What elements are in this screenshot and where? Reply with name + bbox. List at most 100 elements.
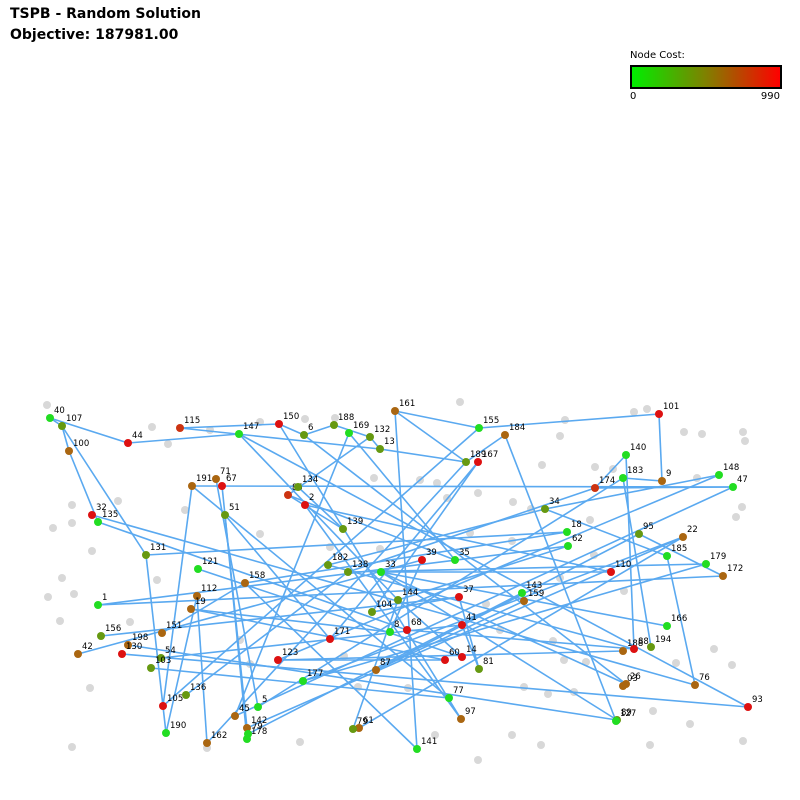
tour-node xyxy=(386,628,394,636)
tour-edge xyxy=(238,433,399,601)
tour-edge xyxy=(380,571,618,721)
tour-edges xyxy=(49,410,749,750)
node-label: 161 xyxy=(399,399,415,409)
tour-node xyxy=(65,447,73,455)
tour-edge xyxy=(257,477,624,708)
unvisited-node xyxy=(728,661,736,669)
tour-edge xyxy=(371,461,479,613)
node-label: 93 xyxy=(752,695,763,705)
tour-edge xyxy=(327,564,635,650)
node-label: 150 xyxy=(283,412,299,422)
tour-node xyxy=(243,735,251,743)
node-label: 179 xyxy=(710,552,726,562)
tour-edge xyxy=(161,582,246,634)
node-label: 162 xyxy=(211,731,227,741)
node-label: 112 xyxy=(201,584,217,594)
tour-edge xyxy=(206,461,467,744)
node-label: 166 xyxy=(671,614,687,624)
tour-edge xyxy=(234,432,350,717)
unvisited-node xyxy=(686,720,694,728)
tour-node xyxy=(284,491,292,499)
unvisited-node xyxy=(643,405,651,413)
node-label: 18 xyxy=(571,520,582,530)
tour-edge xyxy=(622,477,663,482)
unvisited-node xyxy=(509,498,517,506)
node-label: 171 xyxy=(334,627,350,637)
tour-edge xyxy=(478,413,660,429)
unvisited-node xyxy=(741,437,749,445)
tour-node xyxy=(182,691,190,699)
tour-node xyxy=(74,650,82,658)
tour-edge xyxy=(196,595,208,744)
node-label: 138 xyxy=(352,560,368,570)
tour-edge xyxy=(68,450,99,523)
node-label: 191 xyxy=(196,474,212,484)
tour-node xyxy=(663,552,671,560)
tour-edge xyxy=(247,592,523,735)
tour-node xyxy=(345,429,353,437)
unvisited-node xyxy=(646,741,654,749)
tour-node xyxy=(622,451,630,459)
node-label: 39 xyxy=(426,548,437,558)
unvisited-node xyxy=(561,416,569,424)
tour-node xyxy=(457,715,465,723)
tour-node xyxy=(254,703,262,711)
node-label: 167 xyxy=(482,450,498,460)
node-label: 172 xyxy=(727,564,743,574)
tour-node xyxy=(339,525,347,533)
tour-node xyxy=(243,724,251,732)
tour-edge xyxy=(406,629,635,650)
tour-node xyxy=(647,643,655,651)
unvisited-node xyxy=(44,593,52,601)
tour-node xyxy=(413,745,421,753)
tour-node xyxy=(212,475,220,483)
tour-node xyxy=(193,592,201,600)
chart-title: TSPB - Random Solution xyxy=(10,6,201,22)
node-label: 105 xyxy=(167,694,183,704)
tour-node xyxy=(94,601,102,609)
tour-node xyxy=(231,712,239,720)
node-label: 198 xyxy=(132,633,148,643)
unvisited-node xyxy=(738,503,746,511)
node-label: 03 xyxy=(627,674,638,684)
tour-node xyxy=(299,677,307,685)
tour-edge xyxy=(504,434,617,722)
tour-node xyxy=(455,593,463,601)
tour-edge xyxy=(61,425,70,452)
unvisited-nodes xyxy=(43,398,749,764)
node-label: 44 xyxy=(132,431,143,441)
tour-edge xyxy=(97,521,408,631)
tour-edge xyxy=(278,423,462,720)
unvisited-node xyxy=(114,497,122,505)
node-label: 62 xyxy=(572,534,583,544)
node-label: 5 xyxy=(262,695,267,705)
tour-node xyxy=(218,482,226,490)
node-label: 130 xyxy=(126,642,142,652)
tour-edge xyxy=(234,486,734,717)
unvisited-node xyxy=(301,415,309,423)
node-label: 141 xyxy=(421,737,437,747)
tour-node xyxy=(124,641,132,649)
node-label: 158 xyxy=(249,571,265,581)
tour-edge xyxy=(329,461,479,640)
unvisited-node xyxy=(710,645,718,653)
tour-node xyxy=(501,431,509,439)
tour-edge xyxy=(191,485,450,699)
node-label: 155 xyxy=(483,416,499,426)
tour-edge xyxy=(278,423,305,436)
tour-node xyxy=(474,458,482,466)
tour-node xyxy=(221,511,229,519)
node-label: 67 xyxy=(226,474,237,484)
node-label: 100 xyxy=(73,439,89,449)
tour-edge xyxy=(191,485,734,488)
tour-node xyxy=(458,653,466,661)
tour-edge xyxy=(304,504,612,573)
node-label: 147 xyxy=(243,422,259,432)
node-label: 178 xyxy=(251,727,267,737)
unvisited-node xyxy=(153,576,161,584)
node-label: 151 xyxy=(166,621,182,631)
unvisited-node xyxy=(680,428,688,436)
tour-node xyxy=(441,656,449,664)
node-label: 60 xyxy=(449,648,460,658)
